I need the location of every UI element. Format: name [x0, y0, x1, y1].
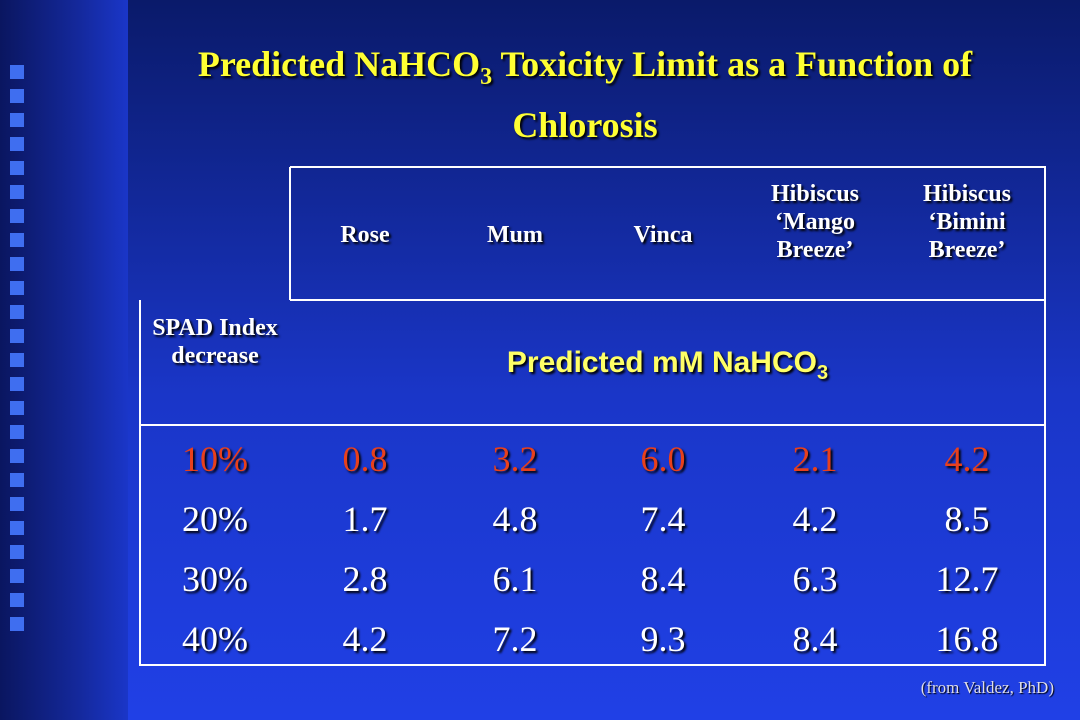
column-header: Hibiscus ‘Bimini Breeze’ [922, 181, 1012, 263]
title-text: Toxicity Limit as a Function of Chlorosi… [492, 44, 973, 146]
table-cell: 1.7 [342, 499, 388, 539]
table-cell: 9.3 [640, 619, 686, 659]
table-cell: 6.1 [492, 559, 538, 599]
table-cell: 12.7 [935, 559, 999, 599]
table-cell: 7.4 [640, 499, 686, 539]
table-cell: 0.8 [342, 439, 388, 479]
table-cell: 4.8 [492, 499, 538, 539]
column-header: Rose [340, 222, 390, 248]
bullet-square [10, 569, 24, 583]
bullet-square [10, 353, 24, 367]
table-cell: 6.0 [640, 439, 686, 479]
table-cell: 10% [182, 439, 248, 479]
bullet-square [10, 449, 24, 463]
table-cell: 20% [182, 499, 248, 539]
bullet-square [10, 377, 24, 391]
source-note: (from Valdez, PhD) [920, 678, 1054, 697]
column-header: Hibiscus ‘Mango Breeze’ [770, 181, 860, 263]
bullet-square [10, 521, 24, 535]
table-cell: 7.2 [492, 619, 538, 659]
unit-text: mM [651, 346, 704, 379]
table-cell: 6.3 [792, 559, 838, 599]
table-cell: 8.5 [944, 499, 990, 539]
table-cell: 8.4 [640, 559, 686, 599]
table-cell: 8.4 [792, 619, 838, 659]
bullet-square [10, 305, 24, 319]
bullet-square [10, 185, 24, 199]
column-header: Vinca [633, 222, 693, 248]
bullet-square [10, 281, 24, 295]
unit-header: Predicted mM NaHCO3 [290, 346, 1045, 385]
table-cell: 4.2 [342, 619, 388, 659]
title-sub: 3 [480, 64, 493, 91]
bullet-square [10, 113, 24, 127]
bullet-square [10, 545, 24, 559]
slide-title: Predicted NaHCO3 Toxicity Limit as a Fun… [140, 40, 1030, 149]
title-text: Predicted NaHCO [197, 44, 481, 84]
bullet-square [10, 473, 24, 487]
unit-text: NaHCO [703, 346, 817, 379]
bullet-square [10, 161, 24, 175]
table-cell: 40% [182, 619, 248, 659]
bullet-square [10, 401, 24, 415]
bullet-square [10, 497, 24, 511]
table-cell: 16.8 [935, 619, 999, 659]
table-cell: 3.2 [492, 439, 538, 479]
table-cell: 4.2 [944, 439, 990, 479]
table-cell: 30% [182, 559, 248, 599]
unit-sub: 3 [816, 362, 829, 384]
table-cell: 2.1 [792, 439, 838, 479]
bullet-square [10, 425, 24, 439]
table-cell: 2.8 [342, 559, 388, 599]
column-header: Mum [487, 222, 543, 248]
bullet-square [10, 257, 24, 271]
bullet-square [10, 65, 24, 79]
bullet-square [10, 233, 24, 247]
bullet-square [10, 617, 24, 631]
table-border [139, 166, 1046, 666]
unit-text: Predicted [506, 346, 652, 379]
table-cell: 4.2 [792, 499, 838, 539]
bullet-square [10, 329, 24, 343]
bullet-square [10, 137, 24, 151]
bullet-square [10, 593, 24, 607]
bullet-square [10, 209, 24, 223]
bullet-square [10, 89, 24, 103]
corner-header: SPAD Index decrease [152, 315, 278, 369]
